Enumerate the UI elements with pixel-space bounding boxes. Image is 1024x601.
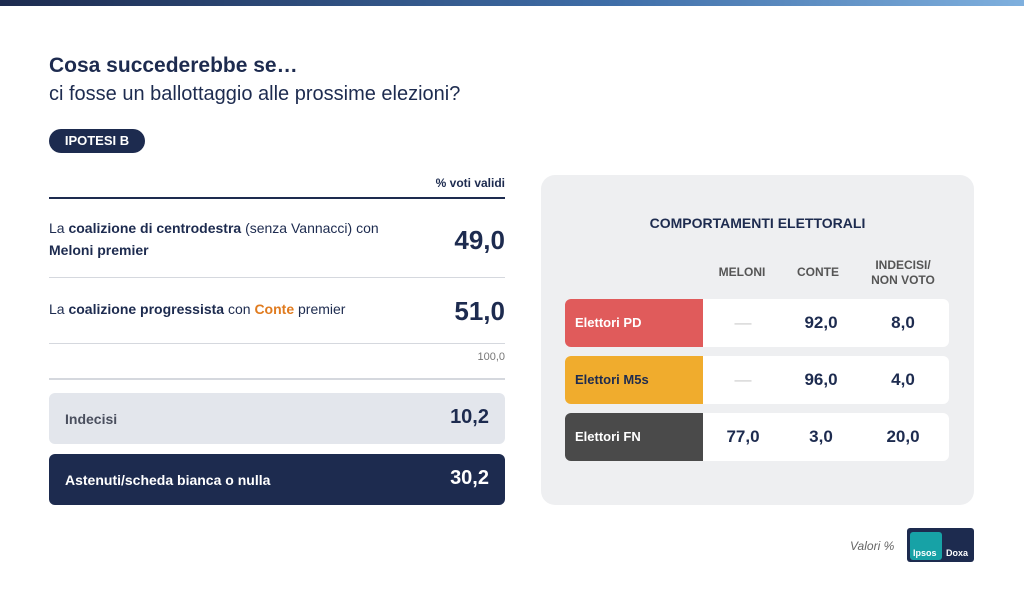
note: Valori %	[850, 539, 895, 553]
table-title: COMPORTAMENTI ELETTORALI	[649, 215, 866, 231]
text: (senza Vannacci) con	[241, 220, 379, 236]
box-label: Indecisi	[65, 411, 118, 427]
cell: 92,0	[804, 313, 838, 332]
cell: —	[734, 313, 752, 332]
text: premier	[294, 301, 346, 317]
row-label: Elettori FN	[565, 413, 703, 461]
cell: 3,0	[809, 427, 833, 446]
row-text: La coalizione progressista con Conte pre…	[49, 298, 419, 320]
total: 100,0	[477, 351, 505, 363]
table-row: Elettori M5s — 96,0 4,0	[565, 356, 949, 404]
box-label: Astenuti/scheda bianca o nulla	[65, 472, 271, 488]
column-header: INDECISI/ NON VOTO	[871, 258, 935, 287]
text: coalizione progressista	[68, 301, 225, 317]
table-row: Elettori PD — 92,0 8,0	[565, 299, 949, 347]
box-value: 10,2	[450, 406, 489, 428]
text: Conte	[254, 301, 295, 317]
subtitle: ci fosse un ballottaggio alle prossime e…	[49, 83, 461, 105]
text: con	[224, 301, 255, 317]
divider	[49, 378, 505, 380]
cell: 77,0	[726, 427, 760, 446]
divider	[49, 343, 505, 344]
title: Cosa succederebbe se…	[49, 54, 298, 77]
cell: 4,0	[891, 370, 915, 389]
box: Indecisi 10,2	[49, 393, 505, 444]
cell: —	[734, 370, 752, 389]
column-header: CONTE	[797, 265, 839, 279]
logo-text: Doxa	[946, 548, 969, 558]
box: Astenuti/scheda bianca o nulla 30,2	[49, 454, 505, 505]
text: coalizione di centrodestra	[68, 220, 242, 236]
row-label: Elettori PD	[565, 299, 703, 347]
column-header: % voti validi	[435, 176, 505, 190]
row-label: Elettori M5s	[565, 356, 703, 404]
row-value: 49,0	[454, 225, 505, 255]
table-row: Elettori FN 77,0 3,0 20,0	[565, 413, 949, 461]
divider	[49, 277, 505, 278]
box-value: 30,2	[450, 467, 489, 489]
top-bar	[0, 0, 1024, 6]
cell: 8,0	[891, 313, 915, 332]
row-value: 51,0	[454, 296, 505, 326]
cell: 96,0	[804, 370, 838, 389]
column-header: MELONI	[718, 265, 766, 279]
cell: 20,0	[886, 427, 920, 446]
logo: Ipsos Doxa	[907, 528, 974, 562]
tag: IPOTESI B	[49, 129, 145, 153]
divider	[49, 197, 505, 199]
text: La	[49, 220, 69, 236]
text: Meloni premier	[49, 242, 149, 258]
text: La	[49, 301, 69, 317]
logo-text: Ipsos	[913, 548, 937, 558]
row-text: La coalizione di centrodestra (senza Van…	[49, 217, 419, 261]
